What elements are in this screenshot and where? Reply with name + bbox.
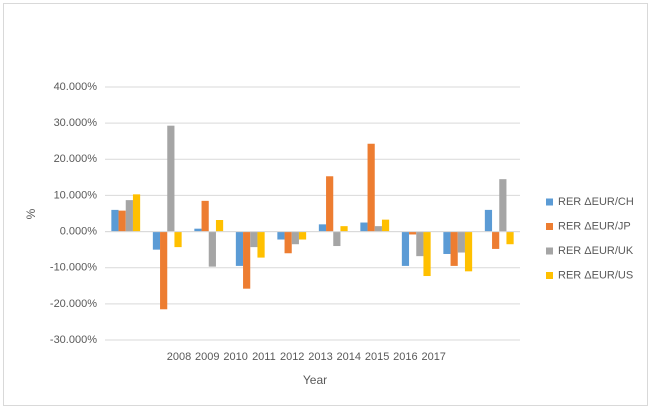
y-tick-label: 40.000% [54,81,98,93]
bar [132,194,141,232]
bar [235,231,244,266]
bar [416,231,424,257]
legend-swatch [546,223,553,230]
x-tick-label: 2013 [308,351,332,363]
y-tick-label: -10.000% [50,262,97,274]
y-tick-label: 10.000% [54,189,98,201]
bar [277,231,285,240]
bar [333,231,341,247]
y-tick-label: 20.000% [54,153,98,165]
x-tick-label: 2011 [252,351,276,363]
bar [381,219,390,232]
bar [506,231,514,245]
bar [450,231,458,266]
y-tick-label: -30.000% [50,334,97,346]
legend-swatch [546,247,553,255]
y-tick-label: 30.000% [54,117,98,129]
x-tick-label: 2016 [393,351,417,363]
bar [374,226,382,232]
bar [291,231,299,245]
bar [201,200,209,232]
legend-label: RER ΔEUR/UK [558,245,634,257]
bar [492,231,500,249]
bar [250,231,258,248]
bar [257,231,265,258]
bar [484,209,493,232]
legend-swatch [546,198,553,206]
bar [367,143,375,232]
bar [423,231,431,277]
x-axis-label: Year [303,373,327,387]
x-tick-label: 2009 [195,351,219,363]
bar [457,231,465,253]
bar [208,231,216,267]
x-tick-label: 2017 [421,351,445,363]
x-tick-label: 2012 [280,351,304,363]
x-tick-label: 2015 [365,351,389,363]
bar [160,231,168,310]
legend-label: RER ΔEUR/US [558,269,633,281]
legend-swatch [546,272,553,279]
bar [298,231,307,240]
bar [409,231,417,235]
x-tick-label: 2014 [337,351,361,363]
legend-label: RER ΔEUR/CH [558,196,634,208]
bar [443,231,451,254]
x-tick-label: 2010 [223,351,247,363]
bar [464,231,473,272]
bar [340,226,348,232]
bar [194,228,202,232]
bar [118,210,126,232]
y-tick-label: -20.000% [50,298,97,310]
bar [152,231,161,250]
bar [125,200,133,232]
legend-label: RER ΔEUR/JP [558,220,631,232]
chart-frame [3,3,648,406]
bar [401,231,410,266]
bar [215,220,224,232]
bar [326,176,334,232]
bar [284,231,292,254]
y-tick-label: 0.000% [60,225,98,237]
bar [499,179,507,232]
bar [360,222,368,232]
bar [167,125,175,232]
bar [174,231,182,248]
bar [318,224,327,232]
y-axis-label: % [24,208,38,219]
bar [111,209,119,232]
bar [243,231,251,289]
x-tick-label: 2008 [167,351,191,363]
